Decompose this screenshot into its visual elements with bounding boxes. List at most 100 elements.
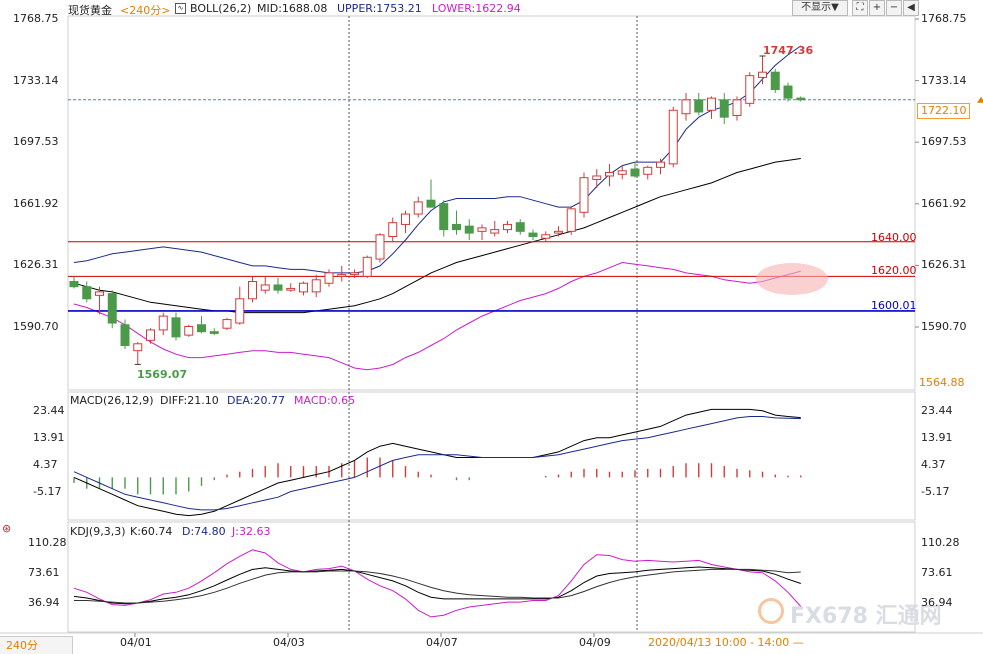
price-tick-right: 1768.75 bbox=[921, 12, 967, 25]
candle-body bbox=[286, 287, 296, 291]
candle-body bbox=[413, 201, 423, 215]
candle-body bbox=[311, 279, 321, 293]
price-tick-right: 1697.53 bbox=[921, 135, 967, 149]
macd-value: MACD:0.65 bbox=[294, 394, 356, 407]
macd-tick-left: -5.17 bbox=[33, 485, 62, 498]
date-tick-label: 04/07 bbox=[426, 636, 458, 649]
level-label-1620: 1620.00 bbox=[871, 264, 917, 277]
candle-body bbox=[668, 109, 678, 165]
candle-body bbox=[146, 329, 155, 341]
high-annotation: 1747.36 bbox=[763, 44, 814, 57]
macd-name: MACD(26,12,9) bbox=[70, 394, 154, 407]
kdj-name: KDJ(9,3,3) bbox=[70, 525, 126, 538]
candle-body bbox=[707, 97, 716, 111]
price-tick-left: 1661.92 bbox=[13, 196, 59, 210]
candle-body bbox=[656, 161, 665, 168]
candle-body bbox=[171, 317, 181, 338]
date-tick-label: 04/09 bbox=[579, 636, 611, 649]
zoom-in-icon[interactable]: + bbox=[869, 0, 885, 16]
candle-body bbox=[579, 177, 589, 213]
macd-tick-right: -5.17 bbox=[921, 485, 950, 498]
candle-body bbox=[554, 230, 563, 234]
candle-body bbox=[375, 234, 385, 260]
price-tick-left: 1697.53 bbox=[13, 135, 59, 149]
candle-body bbox=[95, 291, 104, 296]
boll-lower-line bbox=[73, 261, 801, 371]
candle-body bbox=[643, 166, 653, 175]
candle-body bbox=[222, 319, 232, 329]
candle-body bbox=[388, 222, 398, 238]
macd-tick-right: 13.91 bbox=[921, 430, 953, 444]
boll-upper-line bbox=[73, 45, 802, 274]
kdj-tick-left: 110.28 bbox=[28, 536, 67, 549]
kdj-tick-right: 110.28 bbox=[921, 536, 960, 549]
price-tick-right: 1590.70 bbox=[921, 320, 967, 333]
date-tick-label: 04/03 bbox=[273, 636, 305, 649]
candle-body bbox=[630, 168, 640, 177]
date-tick-label: 04/01 bbox=[120, 636, 152, 649]
candle-body bbox=[681, 99, 691, 115]
kdj-tick-right: 73.61 bbox=[921, 566, 953, 579]
macd-dea-line bbox=[73, 416, 801, 511]
fx678-logo-icon bbox=[758, 598, 784, 624]
scroll-left-icon[interactable]: ◀ bbox=[903, 0, 919, 16]
fullscreen-icon[interactable]: ⛶ bbox=[852, 0, 868, 16]
symbol-title: 现货黄金 bbox=[68, 4, 112, 17]
hide-dropdown-button[interactable]: 不显示▼ bbox=[792, 0, 848, 16]
macd-tick-left: 23.44 bbox=[33, 404, 65, 417]
candle-body bbox=[617, 170, 627, 175]
candle-body bbox=[260, 284, 270, 291]
timeframe-tab[interactable]: 240分 bbox=[0, 636, 73, 654]
price-tick-left: 1590.70 bbox=[13, 320, 59, 333]
candle-body bbox=[401, 213, 410, 225]
crosshair-time-label: 2020/04/13 10:00 - 14:00 — bbox=[648, 636, 804, 649]
candle-body bbox=[541, 234, 551, 239]
candle-body bbox=[439, 203, 449, 231]
candle-body bbox=[299, 282, 308, 293]
price-panel-frame bbox=[67, 15, 916, 391]
zoom-out-icon[interactable]: − bbox=[886, 0, 902, 16]
kdj-d-line bbox=[74, 568, 801, 604]
boll-lower: LOWER:1622.94 bbox=[432, 2, 521, 15]
timeframe-label[interactable]: <240分> bbox=[120, 4, 171, 17]
last-price-tag: 1722.10 bbox=[917, 103, 970, 119]
candle-body bbox=[605, 172, 614, 177]
candle-body bbox=[337, 274, 347, 277]
candle-body bbox=[796, 97, 806, 101]
kdj-j-line bbox=[73, 549, 802, 618]
axes bbox=[134, 18, 983, 637]
boll-mid-line bbox=[73, 158, 801, 314]
price-axis-bottom: 1564.88 bbox=[919, 376, 965, 389]
macd-panel bbox=[73, 408, 802, 517]
boll-bands bbox=[73, 45, 802, 371]
boll-mid: MID:1688.08 bbox=[257, 2, 328, 15]
crosshair-icon[interactable]: ⊛ bbox=[2, 522, 12, 535]
candle-body bbox=[503, 223, 512, 231]
candle-body bbox=[362, 256, 372, 277]
price-tick-left: 1733.14 bbox=[13, 73, 59, 87]
candle-body bbox=[209, 331, 219, 334]
macd-tick-right: 23.44 bbox=[921, 404, 953, 417]
level-label-1640: 1640.00 bbox=[871, 231, 917, 244]
candle-body bbox=[528, 232, 538, 238]
candle-body bbox=[770, 71, 780, 90]
candle-body bbox=[592, 175, 602, 180]
candle-body bbox=[235, 298, 245, 324]
price-tick-right: 1661.92 bbox=[921, 196, 967, 210]
candle-body bbox=[273, 284, 283, 291]
candle-body bbox=[324, 272, 334, 284]
macd-tick-left: 4.37 bbox=[33, 457, 58, 471]
candle-body bbox=[133, 343, 143, 352]
price-tick-left: 1768.75 bbox=[13, 12, 59, 25]
candle-body bbox=[69, 281, 79, 288]
indicator-toggle-icon[interactable]: ∿ bbox=[175, 3, 186, 14]
candles bbox=[69, 55, 806, 365]
watermark: FX678 汇通网 bbox=[790, 604, 942, 629]
candle-body bbox=[477, 227, 487, 232]
candle-body bbox=[120, 324, 130, 347]
candle-body bbox=[732, 99, 742, 116]
macd-tick-right: 4.37 bbox=[921, 457, 946, 471]
candle-body bbox=[719, 99, 729, 118]
